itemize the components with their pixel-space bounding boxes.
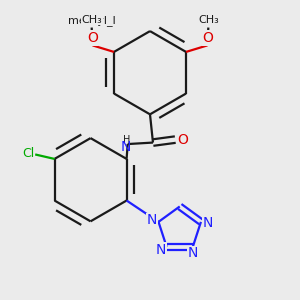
Text: N: N xyxy=(156,243,166,257)
Text: Cl: Cl xyxy=(22,147,35,160)
Text: O: O xyxy=(202,31,213,45)
Text: O: O xyxy=(177,133,188,147)
Text: N: N xyxy=(147,213,157,227)
Text: N: N xyxy=(121,140,131,154)
Text: N: N xyxy=(202,216,213,230)
Text: methyl_l: methyl_l xyxy=(68,16,116,26)
Text: CH₃: CH₃ xyxy=(81,14,102,25)
Text: H: H xyxy=(122,135,130,145)
Text: CH₃: CH₃ xyxy=(198,14,219,25)
Text: O: O xyxy=(87,31,98,45)
Text: N: N xyxy=(188,246,198,260)
